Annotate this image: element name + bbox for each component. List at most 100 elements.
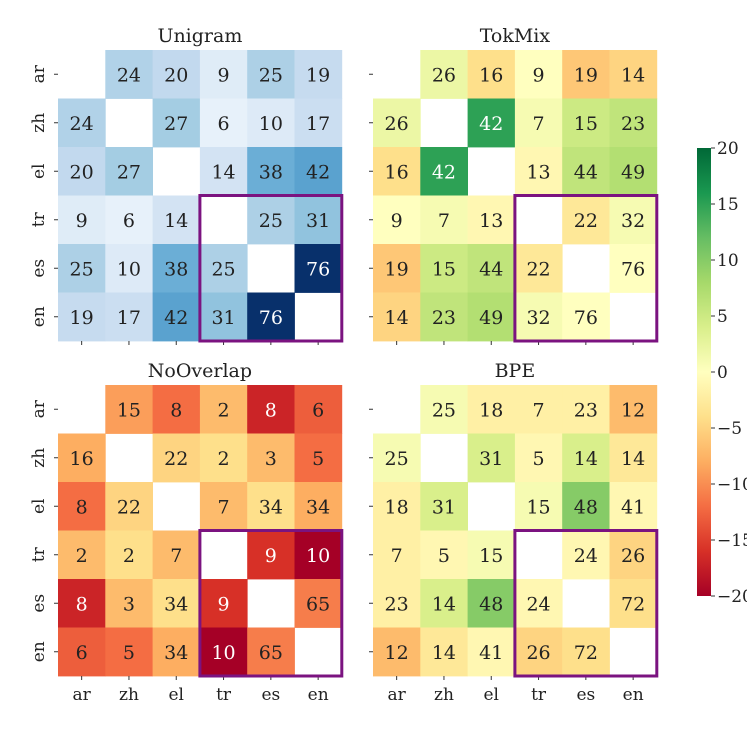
heatmap-cell [562,530,610,580]
cell-value: 9 [391,210,403,232]
cell-value: 26 [621,545,645,567]
cell-value: 65 [306,593,330,615]
cell-value: 2 [218,448,230,470]
heatmap-cell [152,244,201,293]
cell-value: 7 [170,545,182,567]
heatmap-cell [609,50,658,99]
heatmap-cell [420,50,468,99]
heatmap-cell [373,530,421,580]
y-tick-label: tr [29,546,49,562]
heatmap-cell [420,579,468,628]
cell-value: 76 [621,258,645,280]
cell-value: 16 [385,161,409,183]
cell-value: 23 [385,593,409,615]
cell-value: 32 [526,307,550,329]
highlight-box [198,194,344,343]
heatmap-cell [105,147,153,196]
y-tick-label: zh [29,448,49,468]
cell-value: 34 [164,593,188,615]
heatmap-cell [373,147,421,196]
heatmap-cell [609,195,658,245]
heatmap-cell [58,579,106,628]
heatmap-cell [514,385,563,434]
heatmap-cell [562,433,610,483]
cell-value: 14 [164,210,188,232]
panel-title: Unigram [157,25,242,47]
heatmap-cell [105,385,153,434]
colorbar-tick-label: 0 [717,363,728,383]
heatmap-cell [247,530,295,580]
heatmap-cell [105,50,153,99]
heatmap-cell [373,627,421,677]
cell-value: 14 [574,448,598,470]
heatmap-cell [152,627,201,677]
heatmap-cell [373,244,421,293]
cell-value: 5 [123,642,135,664]
heatmap-cell [199,147,248,196]
cell-value: 17 [117,307,141,329]
cell-value: 14 [432,642,456,664]
cell-value: 76 [574,307,598,329]
cell-value: 22 [526,258,550,280]
cell-value: 9 [76,210,88,232]
cell-value: 16 [70,448,94,470]
x-tick-label: en [623,685,644,705]
heatmap-cell [609,385,658,434]
heatmap-cell [420,244,468,293]
cell-value: 6 [76,642,88,664]
cell-value: 15 [117,399,141,421]
heatmap-cell [105,195,153,245]
heatmap-cell [105,482,153,531]
heatmap-cell [467,530,516,580]
heatmap-cell [609,98,658,148]
colorbar-tick-label: −20 [717,587,747,607]
heatmap-cell [294,50,343,99]
cell-value: 31 [306,210,330,232]
y-tick-label: es [29,594,49,613]
cell-value: 8 [76,496,88,518]
cell-value: 14 [621,64,645,86]
cell-value: 14 [211,161,235,183]
cell-value: 3 [265,448,277,470]
cell-value: 7 [218,496,230,518]
cell-value: 23 [621,113,645,135]
heatmap-cell [58,482,106,531]
cell-value: 12 [621,399,645,421]
cell-value: 9 [218,64,230,86]
heatmap-cell [562,147,610,196]
cell-value: 9 [533,64,545,86]
heatmap-cell [467,244,516,293]
highlight-box [198,529,344,678]
cell-value: 76 [306,258,330,280]
cell-value: 42 [479,113,503,135]
heatmap-cell [105,292,153,342]
cell-value: 23 [574,399,598,421]
heatmap-cell [294,433,343,483]
y-tick-label: es [29,259,49,278]
heatmap-cell [58,433,106,483]
cell-value: 9 [218,593,230,615]
heatmap-cell [247,50,295,99]
heatmap-cell [514,50,563,99]
heatmap-cell [199,627,248,677]
cell-value: 2 [76,545,88,567]
heatmap-panel-unigram: Unigram 24 20 9 25 19 24 27 6 10 17 20 27 14 38 42 9 6 14 2… [29,25,344,345]
y-tick-label: en [29,641,49,662]
heatmap-cell [514,627,563,677]
cell-value: 12 [385,642,409,664]
y-tick-label: el [29,164,49,180]
cell-value: 14 [385,307,409,329]
cell-value: 41 [479,642,503,664]
cell-value: 31 [211,307,235,329]
cell-value: 49 [621,161,645,183]
cell-value: 24 [70,113,94,135]
cell-value: 32 [621,210,645,232]
heatmap-cell [105,244,153,293]
cell-value: 15 [479,545,503,567]
cell-value: 7 [533,399,545,421]
panel-title: NoOverlap [148,360,252,382]
heatmap-cell [199,292,248,342]
heatmap-cell [58,244,106,293]
y-tick-label: ar [29,64,49,83]
